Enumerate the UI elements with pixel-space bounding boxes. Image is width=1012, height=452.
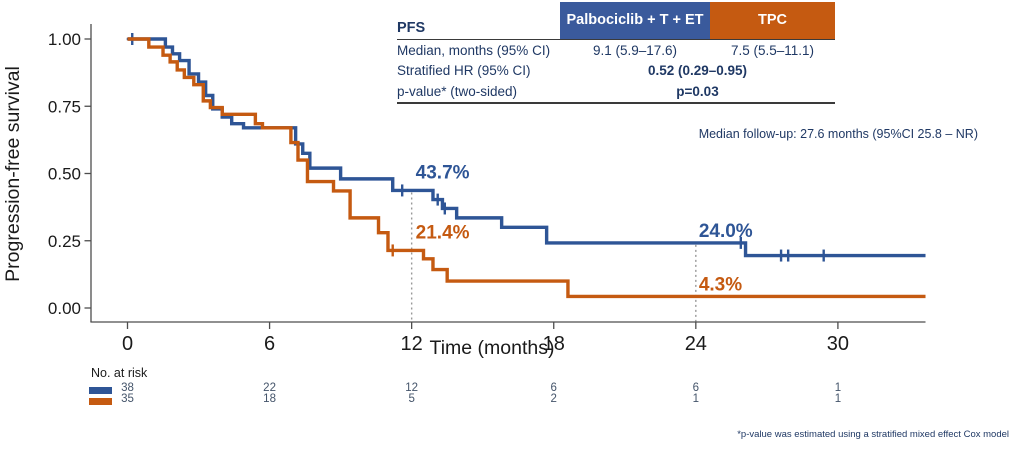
stats-row-hr-label: Stratified HR (95% CI) [397,63,531,78]
risk-count: 5 [408,393,415,405]
annotation-label: 43.7% [416,162,470,183]
stats-median-tpc: 7.5 (5.5–11.1) [730,42,815,58]
stats-row-median-label: Median, months (95% CI) [397,42,551,58]
stats-pvalue-value: p=0.03 [676,83,719,99]
risk-count: 35 [121,393,134,405]
y-tick-label: 0.75 [48,97,81,116]
stats-row-hr: Stratified HR (95% CI) 0.52 (0.29–0.95) [397,61,835,82]
stats-table-col-palbociclib: Palbociclib + T + ET [560,2,710,39]
risk-count: 18 [263,393,276,405]
risk-count: 6 [550,382,557,394]
y-tick-label: 0.50 [48,165,81,184]
median-followup-note: Median follow-up: 27.6 months (95%CI 25.… [698,127,978,141]
risk-legend-swatch-palbociclib [89,386,112,394]
risk-count: 1 [834,382,842,394]
risk-count: 1 [692,393,700,405]
x-axis-title: Time (months) [430,337,555,359]
annotation-label: 24.0% [699,221,753,242]
stats-row-median: Median, months (95% CI) 9.1 (5.9–17.6) 7… [397,40,835,61]
stats-table-header: PFS Palbociclib + T + ET TPC [397,2,835,40]
stats-median-palbociclib: 9.1 (5.9–17.6) [592,42,678,58]
stats-hr-value: 0.52 (0.29–0.95) [647,63,748,78]
footnote: *p-value was estimated using a stratifie… [737,429,1009,440]
stats-row-pvalue: p-value* (two-sided) p=0.03 [397,81,835,102]
x-tick-label: 30 [827,333,849,355]
risk-count: 6 [692,382,700,394]
risk-count: 38 [121,382,134,394]
x-tick-label: 24 [685,333,707,355]
stats-row-pvalue-label: p-value* (two-sided) [397,83,518,99]
y-tick-label: 0.00 [48,299,81,318]
x-tick-label: 6 [264,333,275,355]
stats-table-col-tpc: TPC [710,2,835,39]
risk-count: 2 [550,393,557,405]
stats-table-title: PFS [397,19,426,36]
risk-count: 1 [834,393,842,405]
x-tick-label: 12 [401,333,423,355]
y-axis-title: Progression-free survival [2,66,24,282]
risk-legend-swatch-tpc [89,397,112,405]
x-tick-label: 0 [122,333,133,355]
km-curve-tpc [127,37,926,299]
risk-count: 22 [263,382,276,394]
risk-table-title: No. at risk [91,366,148,380]
annotation-label: 4.3% [699,274,742,295]
annotation-label: 21.4% [416,222,470,243]
y-tick-label: 0.25 [48,232,81,251]
risk-count: 12 [405,382,419,394]
y-tick-label: 1.00 [48,30,81,49]
stats-table: PFS Palbociclib + T + ET TPC Median, mon… [397,2,835,104]
x-tick-label: 18 [543,333,565,355]
